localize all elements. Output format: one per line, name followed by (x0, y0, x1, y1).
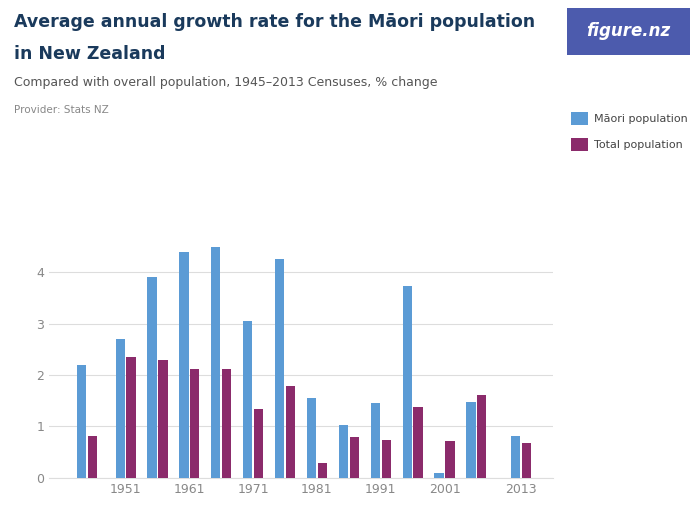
Bar (158, 360, 167, 478)
Bar (339, 425, 348, 478)
Text: Provider: Stats NZ: Provider: Stats NZ (14, 105, 108, 115)
Bar (477, 394, 486, 478)
Bar (307, 398, 316, 478)
Bar (511, 436, 520, 478)
Bar (349, 437, 359, 478)
Bar (445, 442, 454, 478)
Bar (222, 369, 231, 478)
Bar (148, 277, 157, 478)
Bar (371, 403, 380, 478)
Bar (211, 247, 220, 478)
Bar (435, 472, 444, 478)
Bar (318, 464, 327, 478)
Text: Compared with overall population, 1945–2013 Censuses, % change: Compared with overall population, 1945–2… (14, 76, 438, 89)
Bar (522, 443, 531, 478)
Text: in New Zealand: in New Zealand (14, 45, 165, 62)
Text: figure.nz: figure.nz (586, 23, 671, 40)
Bar (190, 369, 199, 478)
Text: Total population: Total population (594, 140, 682, 150)
Bar (179, 251, 188, 478)
Bar (466, 402, 475, 478)
Bar (382, 440, 391, 478)
Bar (275, 259, 284, 478)
Text: Average annual growth rate for the Māori population: Average annual growth rate for the Māori… (14, 13, 535, 31)
Bar (77, 365, 87, 478)
Text: Māori population: Māori population (594, 113, 687, 124)
Bar (88, 436, 97, 478)
Bar (243, 321, 253, 478)
Bar (286, 386, 295, 478)
Bar (116, 339, 125, 478)
Bar (254, 410, 263, 478)
Bar (414, 407, 423, 478)
Bar (402, 286, 412, 478)
Bar (127, 357, 136, 478)
